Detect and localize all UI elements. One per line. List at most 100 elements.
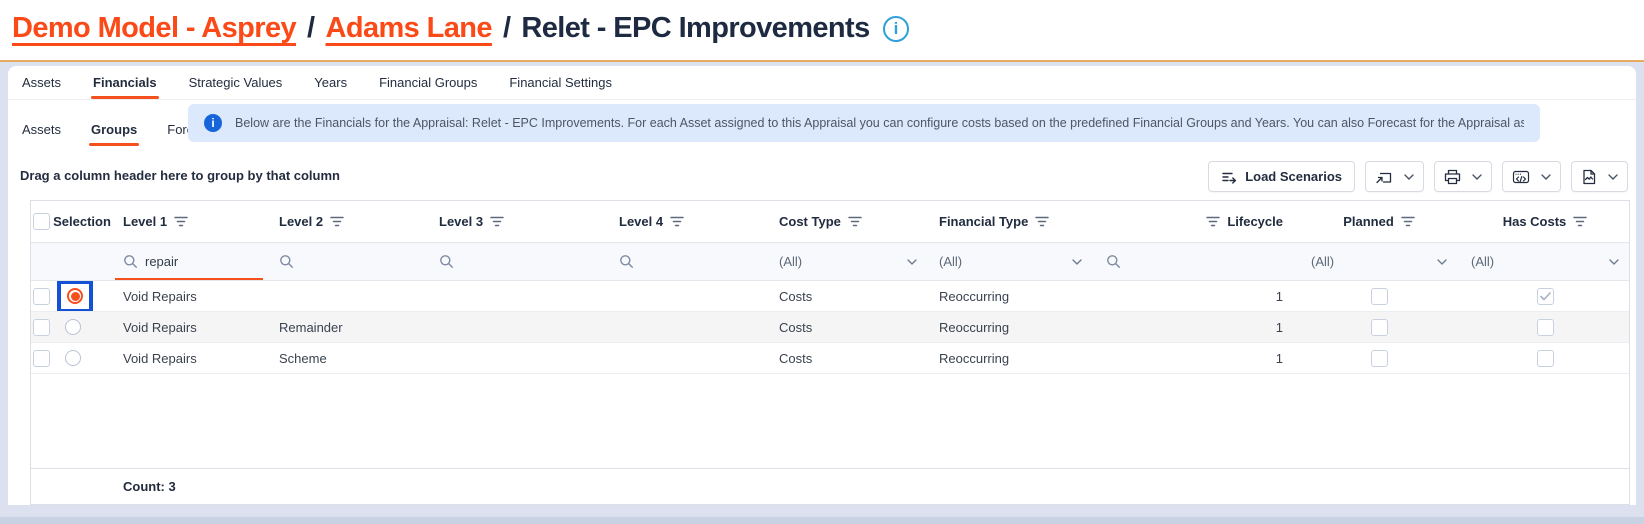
info-banner: i Below are the Financials for the Appra…	[188, 104, 1540, 142]
cell-planned	[1299, 312, 1459, 342]
chevron-down-icon	[1608, 173, 1618, 180]
header-filter-icon[interactable]	[670, 216, 684, 227]
cell-level3	[429, 281, 609, 311]
header-planned[interactable]: Planned	[1299, 201, 1459, 242]
has-costs-checkbox-checked[interactable]	[1536, 287, 1554, 305]
filter-level4-input[interactable]	[609, 243, 769, 280]
chevron-down-icon	[1609, 258, 1619, 265]
filter-financial-type-value: (All)	[939, 254, 963, 269]
export-image-button[interactable]	[1571, 161, 1628, 192]
header-level3[interactable]: Level 3	[429, 201, 609, 242]
row-radio-selected[interactable]	[67, 288, 83, 304]
header-level1[interactable]: Level 1	[113, 201, 269, 242]
chevron-down-icon	[1541, 173, 1551, 180]
subtab-assets[interactable]: Assets	[22, 122, 62, 137]
header-filter-icon[interactable]	[490, 216, 504, 227]
filter-level3-input[interactable]	[429, 243, 609, 280]
load-scenarios-button[interactable]: Load Scenarios	[1208, 161, 1355, 192]
header-filter-icon[interactable]	[1401, 216, 1415, 227]
filter-has-costs-select[interactable]: (All)	[1459, 243, 1631, 280]
header-level4[interactable]: Level 4	[609, 201, 769, 242]
row-checkbox[interactable]	[32, 318, 50, 336]
header-has-costs[interactable]: Has Costs	[1459, 201, 1631, 242]
cell-level2: Remainder	[279, 319, 343, 335]
table-row[interactable]: Void Repairs Costs Reoccurring 1	[31, 281, 1629, 312]
cell-lifecycle: 1	[1275, 288, 1283, 304]
export-data-button[interactable]	[1365, 161, 1424, 192]
search-icon	[1107, 255, 1120, 268]
header-planned-label: Planned	[1343, 214, 1394, 229]
tab-strategic-values[interactable]: Strategic Values	[188, 75, 283, 90]
header-lifecycle[interactable]: Lifecycle	[1094, 201, 1299, 242]
row-checkbox[interactable]	[32, 349, 50, 367]
export-image-icon	[1581, 169, 1597, 185]
breadcrumb-link-asset[interactable]: Adams Lane	[325, 12, 493, 44]
select-all-checkbox[interactable]	[32, 213, 50, 230]
grid-footer: Count: 3	[31, 468, 1629, 504]
header-cost-type[interactable]: Cost Type	[769, 201, 929, 242]
cell-financial-type: Reoccurring	[939, 288, 1010, 304]
cell-financial-type: Reoccurring	[939, 319, 1010, 335]
has-costs-checkbox[interactable]	[1536, 349, 1554, 367]
filter-financial-type-select[interactable]: (All)	[929, 243, 1094, 280]
cell-has-costs	[1459, 312, 1631, 342]
cell-level4	[609, 281, 769, 311]
filter-empty-cell	[51, 243, 113, 280]
cell-lifecycle: 1	[1275, 350, 1283, 366]
header-selection[interactable]: Selection	[53, 214, 111, 229]
header-filter-icon[interactable]	[174, 216, 188, 227]
subtab-groups[interactable]: Groups	[89, 114, 140, 146]
row-select-cell	[31, 312, 51, 342]
tab-financial-groups[interactable]: Financial Groups	[379, 75, 478, 90]
filter-empty-cell	[31, 243, 51, 280]
planned-checkbox[interactable]	[1370, 318, 1388, 336]
row-radio[interactable]	[65, 319, 81, 335]
filter-level2-input[interactable]	[269, 243, 429, 280]
header-level2[interactable]: Level 2	[269, 201, 429, 242]
header-filter-icon[interactable]	[330, 216, 344, 227]
cell-has-costs	[1459, 281, 1631, 311]
load-scenarios-label: Load Scenarios	[1245, 169, 1342, 184]
filter-cost-type-select[interactable]: (All)	[769, 243, 929, 280]
row-count-summary: Count: 3	[123, 479, 176, 494]
filter-level1-input[interactable]: repair	[113, 243, 269, 280]
cell-cost-type: Costs	[779, 288, 813, 304]
breadcrumb-separator: /	[307, 12, 315, 44]
export-data-icon	[1375, 169, 1393, 185]
grid-empty-area	[31, 374, 1629, 468]
title-info-icon[interactable]: i	[882, 15, 909, 42]
tab-financial-settings[interactable]: Financial Settings	[509, 75, 612, 90]
row-checkbox[interactable]	[32, 287, 50, 305]
filter-lifecycle-input[interactable]	[1094, 243, 1299, 280]
cell-planned	[1299, 281, 1459, 311]
tab-years[interactable]: Years	[314, 75, 348, 90]
cell-level1: Void Repairs	[123, 288, 197, 304]
export-code-button[interactable]	[1502, 161, 1561, 192]
print-button[interactable]	[1434, 161, 1492, 192]
tab-financials[interactable]: Financials	[91, 67, 159, 99]
load-scenarios-icon	[1221, 169, 1237, 185]
cell-has-costs	[1459, 343, 1631, 373]
tab-assets[interactable]: Assets	[22, 75, 62, 90]
filter-planned-select[interactable]: (All)	[1299, 243, 1459, 280]
header-filter-icon[interactable]	[848, 216, 862, 227]
filter-has-costs-value: (All)	[1471, 254, 1495, 269]
search-icon	[440, 255, 453, 268]
row-radio[interactable]	[65, 350, 81, 366]
search-icon	[280, 255, 293, 268]
planned-checkbox[interactable]	[1370, 349, 1388, 367]
header-filter-icon[interactable]	[1206, 216, 1221, 227]
header-financial-type[interactable]: Financial Type	[929, 201, 1094, 242]
has-costs-checkbox[interactable]	[1536, 318, 1554, 336]
cell-level1: Void Repairs	[123, 350, 197, 366]
group-panel-hint: Drag a column header here to group by th…	[20, 168, 340, 183]
title-band: Demo Model - Asprey / Adams Lane / Relet…	[0, 0, 1644, 60]
filter-planned-value: (All)	[1311, 254, 1335, 269]
breadcrumb-link-model[interactable]: Demo Model - Asprey	[12, 12, 297, 44]
table-row[interactable]: Void Repairs Scheme Costs Reoccurring 1	[31, 343, 1629, 374]
planned-checkbox[interactable]	[1370, 287, 1388, 305]
header-lifecycle-label: Lifecycle	[1227, 214, 1283, 229]
header-filter-icon[interactable]	[1573, 216, 1588, 227]
table-row[interactable]: Void Repairs Remainder Costs Reoccurring…	[31, 312, 1629, 343]
header-filter-icon[interactable]	[1035, 216, 1050, 227]
